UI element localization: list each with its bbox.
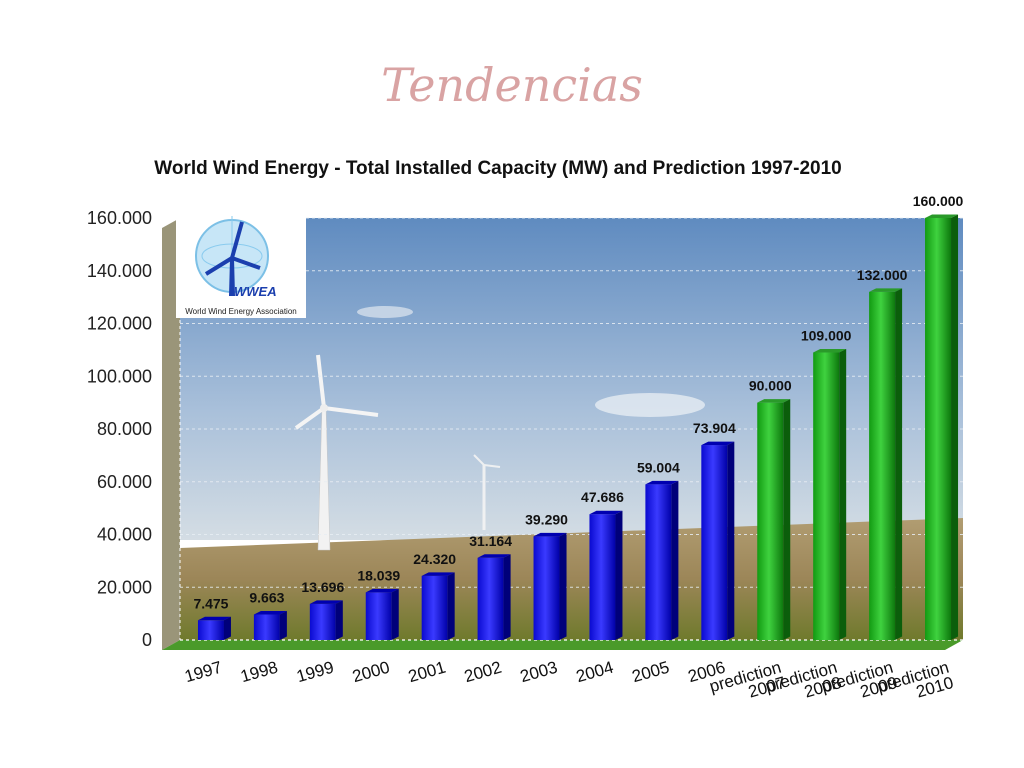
category-label: 2004 xyxy=(574,658,616,687)
category-label: 2005 xyxy=(630,658,672,687)
data-label: 73.904 xyxy=(693,420,736,436)
y-tick-label: 160.000 xyxy=(87,208,152,228)
category-label: 2003 xyxy=(518,658,560,687)
data-label: 9.663 xyxy=(249,590,284,606)
category-label: 2002 xyxy=(462,658,504,687)
y-tick-label: 20.000 xyxy=(97,577,152,597)
category-label: 1998 xyxy=(238,658,280,687)
bars xyxy=(197,214,959,640)
wwea-logo: WWEA World Wind Energy Association xyxy=(176,212,306,318)
y-tick-label: 40.000 xyxy=(97,525,152,545)
category-label: 2001 xyxy=(406,658,448,687)
actual-bar xyxy=(477,554,511,640)
data-label: 90.000 xyxy=(749,378,792,394)
y-tick-label: 120.000 xyxy=(87,314,152,334)
chart-title: World Wind Energy - Total Installed Capa… xyxy=(154,158,842,179)
data-label: 13.696 xyxy=(301,579,344,595)
category-label: 1999 xyxy=(294,658,336,687)
actual-bar xyxy=(701,441,735,640)
data-labels: 7.475 9.663 13.696 18.039 24.320 31.164 39.290… xyxy=(193,193,963,611)
prediction-bar xyxy=(925,214,959,640)
data-label: 160.000 xyxy=(913,193,964,209)
y-tick-label: 100.000 xyxy=(87,366,152,386)
wind-turbine xyxy=(473,454,501,530)
data-label: 132.000 xyxy=(857,267,908,283)
y-tick-label: 140.000 xyxy=(87,261,152,281)
actual-bar xyxy=(197,616,231,640)
y-tick-label: 0 xyxy=(142,630,152,650)
x-axis: 1997 1998 1999 2000 2001 2002 2003 2004 2005 2006… xyxy=(182,658,955,702)
wwea-logo-graphic xyxy=(195,216,269,296)
data-label: 31.164 xyxy=(469,533,512,549)
plot-side-wall xyxy=(162,218,180,650)
gridlines xyxy=(179,217,963,641)
category-label: 2000 xyxy=(350,658,392,687)
actual-bar xyxy=(589,510,623,640)
data-label: 39.290 xyxy=(525,511,568,527)
actual-bar xyxy=(309,600,343,640)
plot-floor xyxy=(162,640,963,650)
actual-bar xyxy=(533,532,567,640)
data-label: 24.320 xyxy=(413,551,456,567)
actual-bar xyxy=(365,588,399,640)
y-axis: 0 20.000 40.000 60.000 80.000 100.000 120.000 1… xyxy=(87,208,152,650)
prediction-bar xyxy=(869,288,903,640)
actual-bar xyxy=(421,572,455,640)
y-tick-label: 60.000 xyxy=(97,472,152,492)
wind-turbine xyxy=(294,354,379,551)
data-label: 109.000 xyxy=(801,328,852,344)
prediction-bar xyxy=(757,399,791,640)
actual-bar xyxy=(645,480,679,640)
logo-text: World Wind Energy Association xyxy=(185,307,297,316)
actual-bar xyxy=(253,611,287,640)
data-label: 18.039 xyxy=(357,567,400,583)
y-tick-label: 80.000 xyxy=(97,419,152,439)
cloud xyxy=(357,306,413,318)
data-label: 7.475 xyxy=(193,595,228,611)
data-label: 47.686 xyxy=(581,489,624,505)
data-label: 59.004 xyxy=(637,459,680,475)
category-label: 1997 xyxy=(182,658,224,687)
prediction-bar xyxy=(813,349,847,640)
cloud xyxy=(595,393,705,417)
slide-title: Tendencias xyxy=(381,58,643,112)
logo-abbreviation: WWEA xyxy=(234,284,277,299)
